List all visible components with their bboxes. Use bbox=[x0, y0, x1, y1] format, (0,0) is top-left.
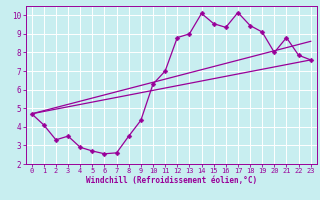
X-axis label: Windchill (Refroidissement éolien,°C): Windchill (Refroidissement éolien,°C) bbox=[86, 176, 257, 185]
